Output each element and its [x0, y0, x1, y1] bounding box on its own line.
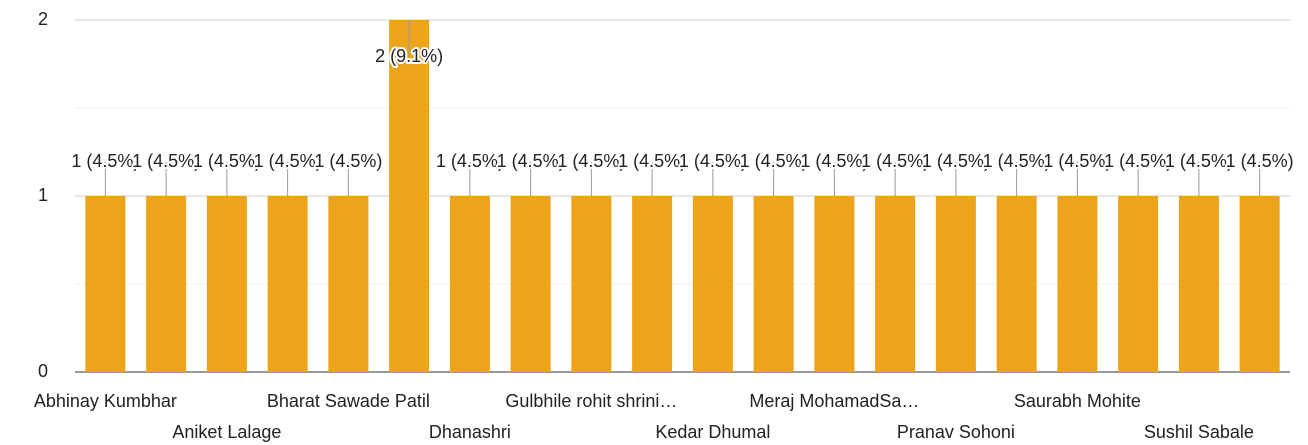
value-label: 1 (4.5%) [436, 151, 504, 171]
x-tick-label: Abhinay Kumbhar [34, 391, 177, 411]
value-label: 1 (4.5%) [1165, 151, 1233, 171]
x-tick-label: Aniket Lalage [172, 422, 281, 442]
x-tick-label: Pranav Sohoni [897, 422, 1015, 442]
bar [389, 20, 430, 372]
value-label: 1 (4.5%) [314, 151, 382, 171]
value-label: 1 (4.5%) [497, 151, 565, 171]
value-label: 1 (4.5%) [1104, 151, 1172, 171]
bar [449, 196, 490, 372]
bar [1239, 196, 1280, 372]
y-tick-label: 1 [38, 185, 48, 205]
value-label: 1 (4.5%) [1043, 151, 1111, 171]
value-label: 1 (4.5%) [557, 151, 625, 171]
value-label: 1 (4.5%) [983, 151, 1051, 171]
bar [632, 196, 673, 372]
x-tick-label: Meraj MohamadSa… [749, 391, 919, 411]
bar [571, 196, 612, 372]
bar [1118, 196, 1159, 372]
bar [328, 196, 369, 372]
x-tick-label: Kedar Dhumal [655, 422, 770, 442]
bar [996, 196, 1037, 372]
value-label: 1 (4.5%) [618, 151, 686, 171]
bar [692, 196, 733, 372]
x-tick-label: Dhanashri [429, 422, 511, 442]
value-label: 1 (4.5%) [679, 151, 747, 171]
bar [267, 196, 308, 372]
bar [146, 196, 187, 372]
value-label: 1 (4.5%) [193, 151, 261, 171]
value-label: 1 (4.5%) [740, 151, 808, 171]
bar [875, 196, 916, 372]
bar [206, 196, 247, 372]
x-tick-label: Sushil Sabale [1144, 422, 1254, 442]
value-label: 1 (4.5%) [1226, 151, 1294, 171]
bar [510, 196, 551, 372]
x-tick-label: Bharat Sawade Patil [267, 391, 430, 411]
bar [935, 196, 976, 372]
bar [1178, 196, 1219, 372]
value-label: 1 (4.5%) [922, 151, 990, 171]
value-label: 1 (4.5%) [861, 151, 929, 171]
x-tick-label: Saurabh Mohite [1014, 391, 1141, 411]
bar [85, 196, 126, 372]
x-tick-label: Gulbhile rohit shrini… [505, 391, 677, 411]
value-label: 2 (9.1%) [375, 46, 443, 66]
value-label: 1 (4.5%) [254, 151, 322, 171]
y-tick-label: 0 [38, 361, 48, 381]
bar [1057, 196, 1098, 372]
value-label: 1 (4.5%) [132, 151, 200, 171]
bar [753, 196, 794, 372]
y-tick-label: 2 [38, 9, 48, 29]
bar [814, 196, 855, 372]
grid [75, 19, 1290, 373]
value-label: 1 (4.5%) [800, 151, 868, 171]
value-label: 1 (4.5%) [71, 151, 139, 171]
